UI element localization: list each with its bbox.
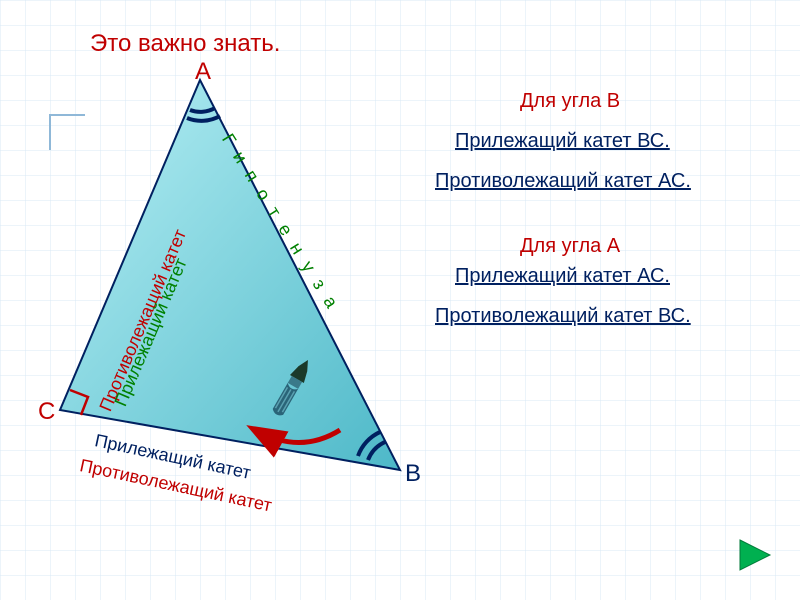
curved-arrow-icon (0, 0, 800, 600)
angle-b-heading: Для угла В (520, 90, 620, 113)
vertex-c-label: C (38, 398, 55, 426)
angle-a-adjacent: Прилежащий катет АС. (455, 265, 670, 288)
angle-a-heading: Для угла А (520, 235, 620, 258)
angle-b-adjacent: Прилежащий катет ВС. (455, 130, 670, 153)
angle-b-opposite: Противолежащий катет АС. (435, 170, 691, 193)
slide-title: Это важно знать. (90, 30, 280, 58)
play-icon (735, 535, 775, 575)
angle-a-opposite: Противолежащий катет ВС. (435, 305, 691, 328)
vertex-b-label: B (405, 460, 421, 488)
next-slide-button[interactable] (735, 535, 775, 575)
vertex-a-label: A (195, 58, 211, 86)
